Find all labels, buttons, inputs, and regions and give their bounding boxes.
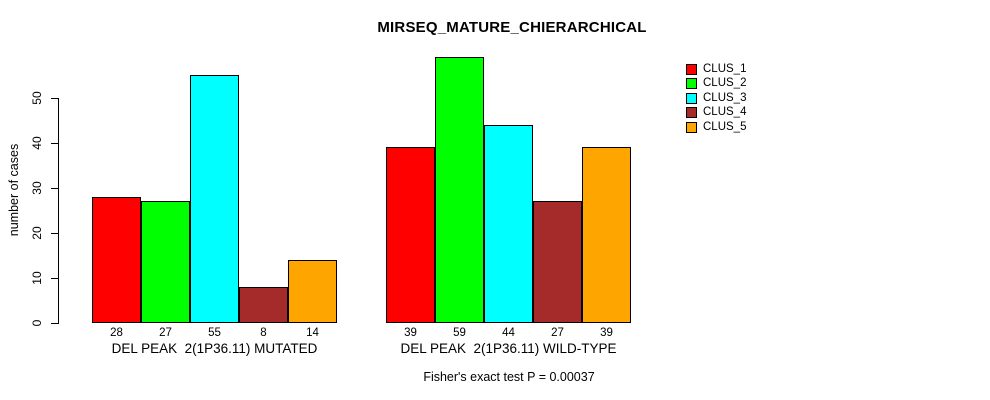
y-tick bbox=[51, 322, 59, 324]
bar-clus_1 bbox=[386, 147, 435, 323]
legend-swatch-clus_3 bbox=[686, 92, 697, 104]
y-tick-label: 10 bbox=[30, 270, 44, 285]
y-tick bbox=[51, 142, 59, 144]
y-tick-label: 20 bbox=[30, 225, 44, 240]
y-axis-line bbox=[58, 97, 59, 324]
y-tick-label: 40 bbox=[30, 135, 44, 150]
bar-clus_4 bbox=[533, 201, 582, 323]
y-tick bbox=[51, 97, 59, 99]
legend-label: CLUS_4 bbox=[703, 106, 747, 119]
bar-clus_4 bbox=[239, 286, 288, 323]
legend-swatch-clus_1 bbox=[686, 64, 697, 75]
group-label: DEL PEAK 2(1P36.11) MUTATED bbox=[111, 341, 318, 356]
bar-clus_5 bbox=[288, 259, 337, 323]
legend-swatch-clus_4 bbox=[686, 107, 697, 119]
legend-label: CLUS_2 bbox=[703, 77, 747, 90]
legend-swatch-clus_5 bbox=[686, 121, 697, 133]
chart-title: MIRSEQ_MATURE_CHIERARCHICAL bbox=[377, 19, 647, 36]
bar-clus_2 bbox=[141, 201, 190, 323]
bar-value-label: 14 bbox=[306, 327, 319, 339]
bar-clus_2 bbox=[435, 57, 484, 323]
y-tick bbox=[51, 232, 59, 234]
bar-value-label: 44 bbox=[502, 327, 515, 339]
y-tick-label: 50 bbox=[30, 90, 44, 105]
legend-label: CLUS_3 bbox=[703, 91, 747, 104]
bar-clus_3 bbox=[484, 124, 533, 323]
bar-clus_1 bbox=[92, 196, 141, 323]
legend-label: CLUS_5 bbox=[703, 120, 747, 133]
bar-value-label: 27 bbox=[159, 327, 172, 339]
bar-value-label: 39 bbox=[404, 327, 417, 339]
bar-value-label: 55 bbox=[208, 327, 221, 339]
y-tick bbox=[51, 277, 59, 279]
y-tick-label: 30 bbox=[30, 180, 44, 195]
bar-clus_3 bbox=[190, 75, 239, 323]
legend-swatch-clus_2 bbox=[686, 78, 697, 90]
legend-label: CLUS_1 bbox=[703, 63, 747, 75]
bar-value-label: 8 bbox=[260, 327, 267, 339]
bar-value-label: 59 bbox=[453, 327, 466, 339]
annotation-text: Fisher's exact test P = 0.00037 bbox=[423, 370, 595, 384]
y-tick-label: 0 bbox=[30, 319, 44, 326]
group-label: DEL PEAK 2(1P36.11) WILD-TYPE bbox=[400, 341, 617, 356]
bar-value-label: 39 bbox=[600, 327, 613, 339]
y-axis-title: number of cases bbox=[7, 143, 21, 237]
bar-clus_5 bbox=[582, 147, 631, 323]
y-tick bbox=[51, 187, 59, 189]
bar-value-label: 28 bbox=[110, 327, 123, 339]
bar-value-label: 27 bbox=[551, 327, 564, 339]
